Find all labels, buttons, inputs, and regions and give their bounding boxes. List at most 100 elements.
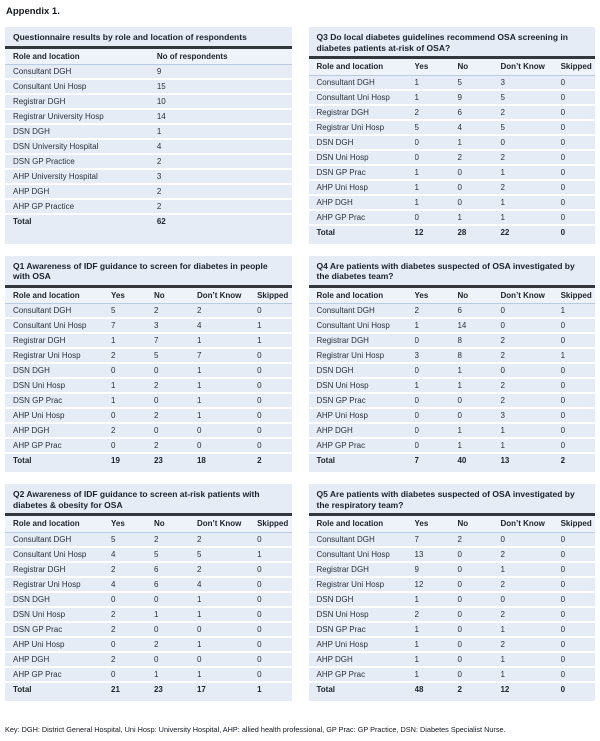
cell: 0 [457,564,462,574]
table-row: DSN GP Practice 2 [5,154,292,169]
cell: 14 [156,112,166,121]
row-label: Consultant Uni Hosp [316,92,390,102]
cell: 2 [153,534,159,544]
cell: 2 [196,564,202,574]
cell: 2 [500,152,505,162]
cell: 0 [457,182,462,192]
row-label: Consultant DGH [13,306,72,315]
cell: 1 [196,669,202,679]
cell: 2 [414,609,419,619]
row-label: Registrar DGH [316,336,369,345]
table-row: AHP DGH 1 0 1 0 [308,194,595,210]
table-q3: Q3 Do local diabetes guidelines recommen… [308,27,595,244]
cell: 0 [560,336,566,345]
cell: 0 [457,411,462,420]
cell: 0 [457,167,462,177]
cell: 1 [111,396,116,405]
cell: 0 [257,564,262,574]
row-label: AHP University Hospital [13,172,98,181]
column-header: Don’t Know [196,516,258,533]
column-header: Role and location [308,59,415,76]
cell: 0 [196,426,202,435]
cell: 5 [457,77,462,87]
table-row: AHP GP Prac 0 1 1 0 [308,209,595,225]
cell: 1 [196,609,202,619]
cell: 0 [257,669,262,679]
cell: 4 [457,122,462,132]
cell: 9 [156,67,162,76]
table-row: DSN Uni Hosp 0 2 2 0 [308,149,595,165]
table-row: AHP Uni Hosp 1 0 2 0 [308,636,595,652]
cell: 0 [257,654,262,664]
table-body: Consultant DGH 5 2 2 0 Consultant Uni Hosp 7 3 4… [5,303,292,467]
cell: 0 [500,366,505,375]
table-row: DSN DGH 0 0 1 0 [5,363,292,378]
cell: 0 [457,594,462,604]
cell: 17 [196,684,206,694]
cell: 4 [111,549,116,559]
row-label: DSN DGH [316,137,354,147]
row-label: Consultant Uni Hosp [316,549,390,559]
cell: 0 [111,669,116,679]
cell: 0 [111,594,116,604]
table-row: AHP Uni Hosp 0 2 1 0 [5,636,292,652]
table-row: AHP DGH 2 0 0 0 [5,423,292,438]
total-row: Total 7 40 13 2 [308,453,595,467]
cell: 5 [153,351,159,360]
cell: 0 [153,396,159,405]
table-row: AHP Uni Hosp 0 2 1 0 [5,408,292,423]
cell: 22 [500,227,510,237]
cell: 0 [414,212,419,222]
table-row: Registrar DGH 10 [5,94,292,109]
data-table: Role and location Yes No Don’t Know Skipped C… [5,516,292,696]
cell: 0 [560,654,566,664]
column-header: No of respondents [156,48,292,65]
table-row: Consultant DGH 5 2 2 0 [5,303,292,318]
cell: 1 [414,639,419,649]
cell: 2 [500,579,505,589]
cell: 5 [500,122,505,132]
row-label: AHP DGH [316,426,353,435]
cell: 2 [500,182,505,192]
cell: 0 [414,137,419,147]
table-q5: Q5 Are patients with diabetes suspected … [308,484,595,701]
column-header: No [457,516,501,533]
table-row: Consultant Uni Hosp 1 14 0 0 [308,318,595,333]
cell: 1 [414,321,419,330]
cell: 1 [457,137,462,147]
cell: 3 [153,321,159,330]
table-row: DSN GP Prac 1 0 1 0 [5,393,292,408]
cell: 0 [560,77,566,87]
cell: 13 [500,456,510,465]
cell: 23 [153,684,163,694]
cell: 0 [196,624,202,634]
cell: 2 [196,306,202,315]
header-row: Role and location Yes No Don’t Know Skipped [308,59,595,76]
cell: 0 [560,212,566,222]
row-label: Total [316,227,336,237]
table-row: Registrar University Hosp 14 [5,109,292,124]
cell: 0 [414,411,419,420]
cell: 1 [457,366,462,375]
row-label: Total [13,217,32,226]
cell: 2 [500,396,505,405]
cell: 2 [500,336,505,345]
cell: 2 [560,456,566,465]
cell: 2 [500,549,505,559]
cell: 62 [156,217,166,226]
table-row: DSN GP Prac 1 0 1 0 [308,164,595,180]
table-body: Consultant DGH 2 6 0 1 Consultant Uni Hosp 1 14… [308,303,595,467]
cell: 3 [500,77,505,87]
cell: 0 [457,549,462,559]
table-row: DSN DGH 0 0 1 0 [5,591,292,607]
cell: 0 [257,534,262,544]
cell: 5 [111,306,116,315]
table-row: DSN Uni Hosp 2 0 2 0 [308,606,595,622]
row-label: AHP DGH [13,426,50,435]
row-label: DSN DGH [316,594,354,604]
cell: 10 [156,97,166,106]
cell: 0 [457,669,462,679]
table-row: Consultant Uni Hosp 7 3 4 1 [5,318,292,333]
cell: 0 [560,564,566,574]
row-label: AHP Uni Hosp [13,639,65,649]
